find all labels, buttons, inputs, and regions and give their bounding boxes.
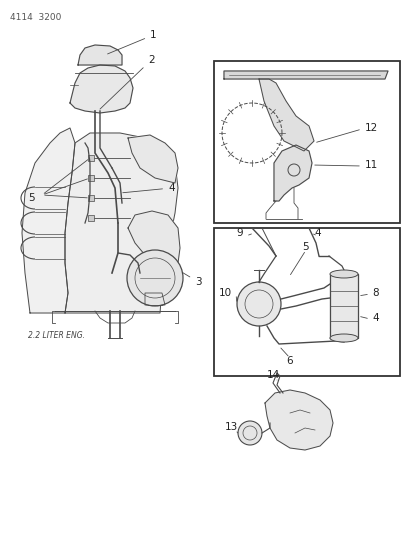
Circle shape bbox=[238, 421, 262, 445]
Polygon shape bbox=[65, 133, 178, 313]
Text: 4: 4 bbox=[314, 228, 321, 238]
Text: 2.2 LITER ENG.: 2.2 LITER ENG. bbox=[28, 331, 85, 340]
Polygon shape bbox=[330, 274, 358, 338]
Polygon shape bbox=[224, 71, 388, 79]
Bar bbox=[88, 175, 94, 181]
Bar bbox=[88, 215, 94, 221]
Text: 14: 14 bbox=[267, 370, 280, 380]
Ellipse shape bbox=[330, 270, 358, 278]
Polygon shape bbox=[128, 211, 180, 263]
Circle shape bbox=[237, 282, 281, 326]
Text: 4: 4 bbox=[372, 313, 379, 323]
Bar bbox=[214, 228, 400, 376]
Text: 4: 4 bbox=[123, 183, 175, 193]
Text: 5: 5 bbox=[302, 242, 308, 252]
Text: 11: 11 bbox=[365, 160, 378, 170]
Polygon shape bbox=[274, 145, 312, 201]
Bar bbox=[214, 61, 400, 223]
Text: 3: 3 bbox=[177, 269, 202, 287]
Bar bbox=[88, 155, 94, 161]
Text: 12: 12 bbox=[365, 123, 378, 133]
Polygon shape bbox=[70, 65, 133, 113]
Ellipse shape bbox=[330, 334, 358, 342]
Polygon shape bbox=[128, 135, 178, 183]
Text: 5: 5 bbox=[28, 193, 35, 203]
Polygon shape bbox=[265, 390, 333, 450]
Text: 13: 13 bbox=[225, 422, 238, 432]
Text: 9: 9 bbox=[236, 228, 243, 238]
Polygon shape bbox=[22, 128, 75, 313]
Circle shape bbox=[127, 250, 183, 306]
Polygon shape bbox=[78, 45, 122, 65]
Polygon shape bbox=[259, 79, 314, 151]
Text: 8: 8 bbox=[372, 288, 379, 298]
Text: 10: 10 bbox=[219, 288, 232, 298]
Text: 6: 6 bbox=[286, 356, 293, 366]
Text: 1: 1 bbox=[108, 30, 157, 54]
Text: 2: 2 bbox=[100, 55, 155, 109]
Text: 4114  3200: 4114 3200 bbox=[10, 13, 61, 22]
Bar bbox=[88, 195, 94, 201]
